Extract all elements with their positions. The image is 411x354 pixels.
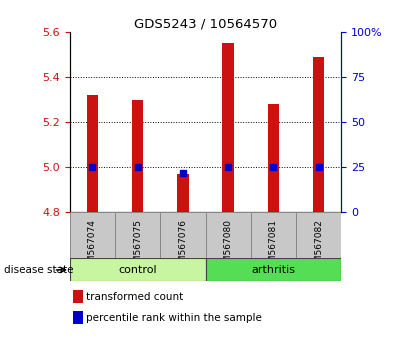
Text: transformed count: transformed count [86, 292, 183, 302]
Bar [268, 104, 279, 212]
Bar [70, 212, 115, 258]
Bar [206, 212, 251, 258]
Bar [73, 311, 83, 324]
Text: GSM567081: GSM567081 [269, 219, 278, 274]
Bar [115, 212, 160, 258]
Title: GDS5243 / 10564570: GDS5243 / 10564570 [134, 18, 277, 31]
Text: arthritis: arthritis [251, 265, 296, 275]
Bar [160, 212, 206, 258]
Bar [251, 212, 296, 258]
Text: control: control [118, 265, 157, 275]
Bar [296, 212, 341, 258]
Text: GSM567080: GSM567080 [224, 219, 233, 274]
Bar [177, 174, 189, 212]
Text: GSM567076: GSM567076 [178, 219, 187, 274]
Text: disease state: disease state [4, 265, 74, 275]
Text: percentile rank within the sample: percentile rank within the sample [86, 313, 262, 322]
Text: GSM567082: GSM567082 [314, 219, 323, 274]
Bar [87, 95, 98, 212]
Bar [206, 258, 341, 281]
Bar [73, 291, 83, 303]
Bar [132, 99, 143, 212]
Bar [222, 43, 234, 212]
Bar [313, 57, 324, 212]
Bar [70, 258, 206, 281]
Text: GSM567075: GSM567075 [133, 219, 142, 274]
Text: GSM567074: GSM567074 [88, 219, 97, 274]
